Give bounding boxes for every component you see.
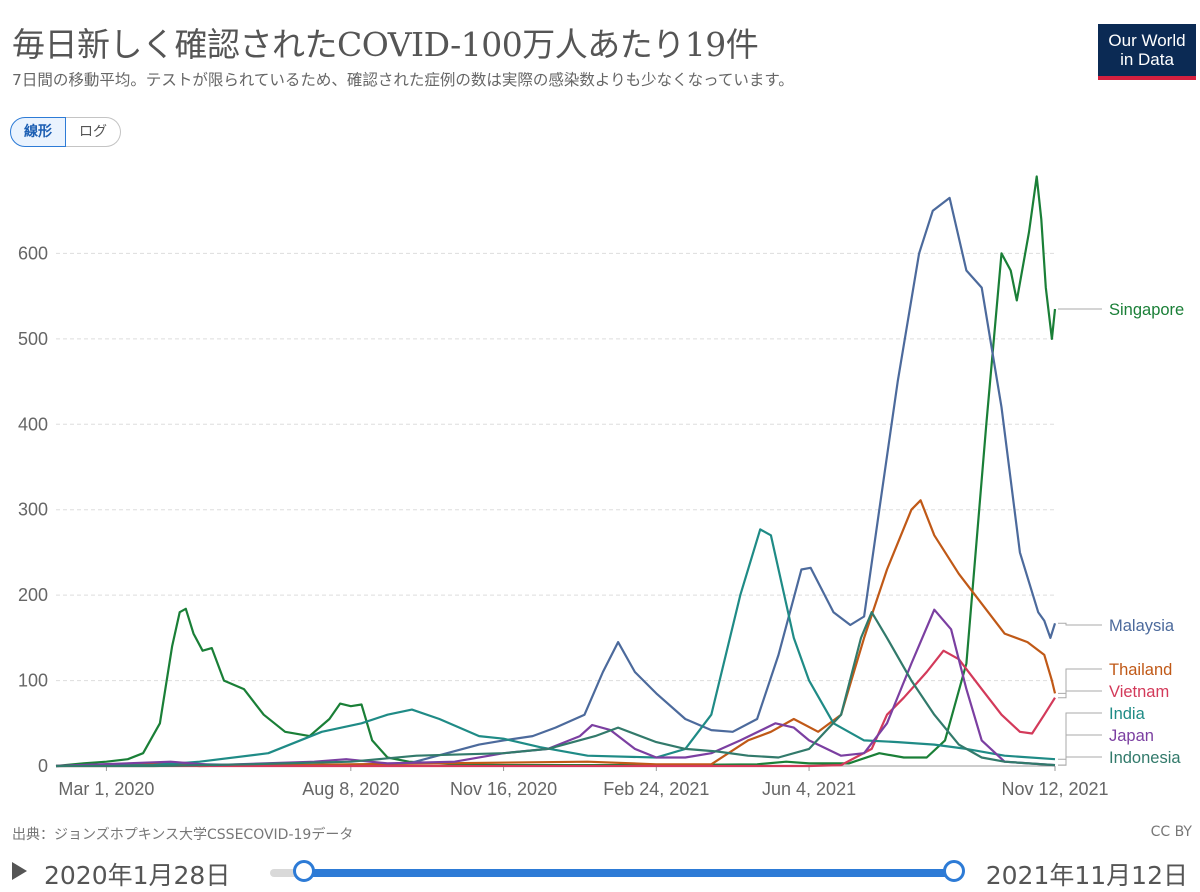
x-tick-label: Jun 4, 2021 [762, 779, 856, 799]
y-tick-label: 200 [18, 585, 48, 605]
source-note: 出典：ジョンズホプキンス大学CSSECOVID-19データ [12, 827, 354, 843]
y-tick-label: 100 [18, 671, 48, 691]
timeline-selected-range[interactable] [304, 869, 954, 877]
license-link[interactable]: CC BY [1150, 824, 1192, 840]
series-label-japan[interactable]: Japan [1109, 727, 1154, 745]
play-icon[interactable] [12, 862, 27, 880]
label-connector-japan [1058, 734, 1102, 766]
logo-line-1: Our World [1108, 31, 1186, 50]
x-tick-label: Feb 24, 2021 [603, 779, 709, 799]
timeline-start-date: 2020年1月28日 [44, 861, 231, 890]
series-label-indonesia[interactable]: Indonesia [1109, 749, 1181, 767]
x-tick-label: Mar 1, 2020 [58, 779, 154, 799]
series-line-indonesia[interactable] [56, 611, 1056, 768]
label-connector-thailand [1058, 668, 1102, 694]
log-scale-button[interactable]: ログ [66, 117, 121, 147]
y-tick-label: 300 [18, 500, 48, 520]
y-tick-label: 400 [18, 414, 48, 434]
logo-line-2: in Data [1120, 50, 1174, 69]
timeline-slider: 2020年1月28日 2021年11月12日 [0, 848, 1200, 890]
label-connector-vietnam [1058, 690, 1102, 699]
scale-toggle: 線形 ログ [10, 117, 121, 147]
chart-title: 毎日新しく確認されたCOVID-100万人あたり19件 [12, 25, 759, 64]
timeline-end-date: 2021年11月12日 [985, 861, 1188, 890]
timeline-end-handle[interactable] [943, 860, 965, 882]
label-connector-malaysia [1058, 622, 1102, 626]
line-chart: 0 100 200 300 400 500 600 Mar 1, 2020 Aug 8, 202… [18, 175, 1184, 799]
series-label-india[interactable]: India [1109, 705, 1146, 723]
series-label-singapore[interactable]: Singapore [1109, 301, 1184, 319]
series-line-vietnam[interactable] [56, 649, 1056, 768]
linear-scale-button[interactable]: 線形 [10, 117, 66, 147]
y-tick-label: 0 [38, 756, 48, 776]
x-tick-label: Aug 8, 2020 [302, 779, 399, 799]
timeline-start-handle[interactable] [293, 860, 315, 882]
series-line-japan[interactable] [55, 608, 1056, 768]
y-tick-label: 600 [18, 243, 48, 263]
series-label-malaysia[interactable]: Malaysia [1109, 617, 1175, 635]
label-connector-indonesia [1058, 756, 1102, 766]
x-tick-label: Nov 12, 2021 [1001, 779, 1108, 799]
y-tick-label: 500 [18, 329, 48, 349]
series-line-singapore[interactable] [55, 175, 1057, 768]
series-label-thailand[interactable]: Thailand [1109, 661, 1172, 679]
x-tick-label: Nov 16, 2020 [450, 779, 557, 799]
owid-logo[interactable]: Our World in Data [1098, 24, 1196, 80]
chart-subtitle: 7日間の移動平均。テストが限られているため、確認された症例の数は実際の感染数より… [12, 71, 794, 89]
series-line-india[interactable] [55, 528, 1056, 768]
label-connector-india [1058, 712, 1102, 760]
series-line-thailand[interactable] [55, 499, 1057, 768]
series-line-malaysia[interactable] [55, 196, 1057, 768]
series-label-vietnam[interactable]: Vietnam [1109, 683, 1169, 701]
